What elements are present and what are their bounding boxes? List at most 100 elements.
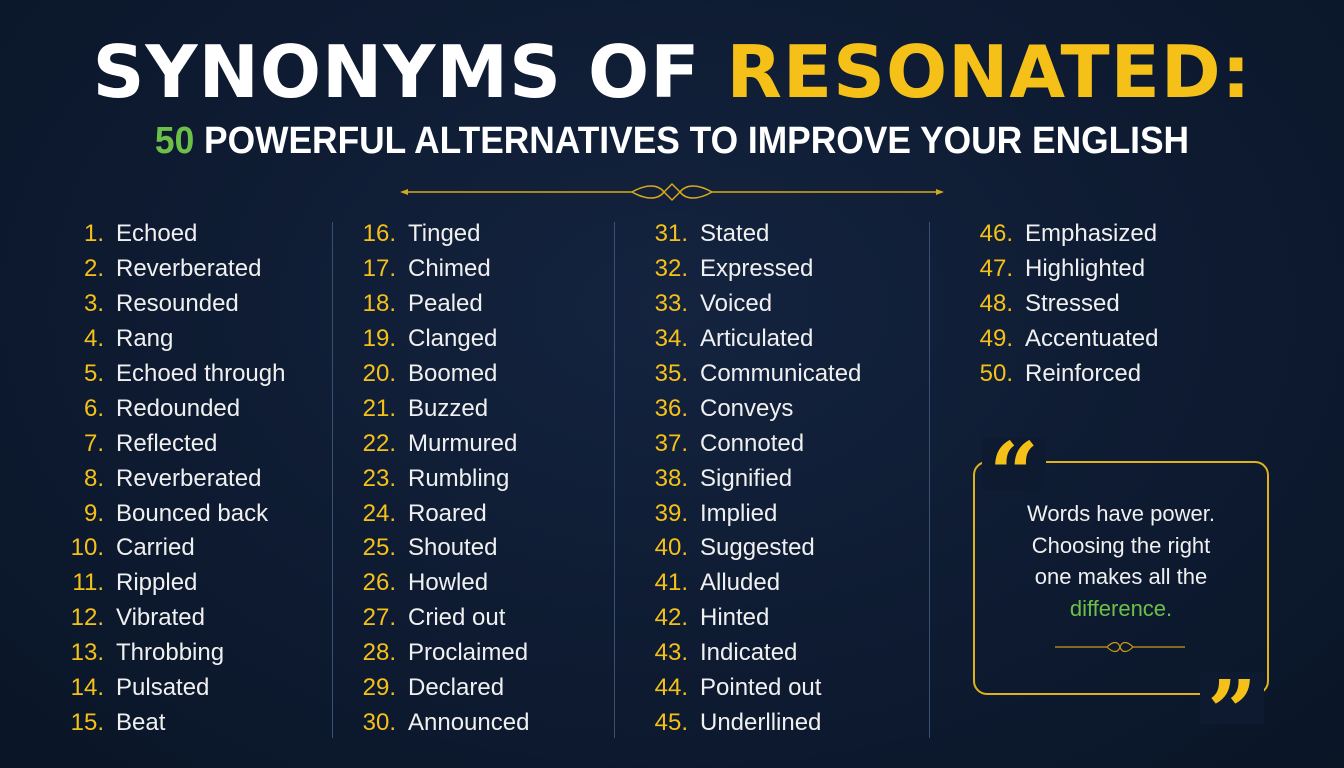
item-word: Roared	[408, 499, 487, 527]
list-item: 27. Cried out	[348, 601, 529, 636]
page-title: SYNONYMS OF RESONATED:	[0, 30, 1344, 114]
list-item: 22. Murmured	[348, 426, 529, 461]
item-word: Bounced back	[116, 499, 269, 527]
item-word: Cried out	[408, 604, 506, 632]
item-word: Accentuated	[1025, 325, 1159, 353]
list-item: 2. Reverberated	[56, 252, 285, 287]
item-number: 26.	[362, 569, 396, 597]
item-number: 28.	[362, 639, 396, 667]
close-quote-icon: ”	[1200, 670, 1264, 756]
item-number: 43.	[654, 639, 688, 667]
item-word: Connoted	[700, 429, 805, 457]
synonym-column-4: 46. Emphasized 47. Highlighted 48. Stressed 49…	[965, 217, 1159, 392]
list-item: 28. Proclaimed	[348, 636, 529, 671]
item-number: 16.	[362, 220, 396, 248]
quote-box	[973, 461, 1269, 695]
item-number: 6.	[83, 394, 104, 422]
item-word: Buzzed	[408, 394, 489, 422]
item-number: 8.	[83, 464, 104, 492]
item-word: Rippled	[116, 569, 198, 597]
item-word: Echoed through	[116, 360, 286, 387]
list-item: 31. Stated	[640, 217, 861, 252]
list-item: 18. Pealed	[348, 287, 529, 322]
list-item: 6. Redounded	[56, 391, 285, 426]
list-item: 32. Expressed	[640, 252, 861, 287]
item-number: 37.	[654, 429, 688, 457]
list-item: 25. Shouted	[348, 531, 529, 566]
item-number: 25.	[362, 534, 396, 562]
item-number: 47.	[979, 255, 1013, 283]
list-item: 12. Vibrated	[56, 601, 285, 636]
list-item: 29. Declared	[348, 671, 529, 706]
item-number: 13.	[70, 639, 104, 667]
item-word: Beat	[116, 708, 166, 736]
list-item: 1. Echoed	[56, 217, 285, 252]
item-number: 18.	[362, 290, 396, 318]
quote-line: Choosing the right	[1031, 532, 1211, 558]
item-word: Echoed	[116, 220, 198, 248]
synonym-column-2: 16. Tinged 17. Chimed 18. Pealed 19. Clanged 20.…	[348, 217, 530, 740]
list-item: 9. Bounced back	[56, 496, 285, 531]
item-word: Resounded	[116, 290, 239, 318]
list-item: 48. Stressed	[965, 287, 1158, 322]
quote-line: one makes all the	[1034, 564, 1208, 589]
item-word: Clanged	[408, 325, 498, 353]
list-item: 33. Voiced	[640, 287, 861, 322]
item-number: 45.	[654, 708, 688, 736]
item-number: 15.	[70, 708, 104, 736]
item-number: 20.	[362, 360, 396, 387]
item-number: 44.	[654, 674, 688, 702]
column-separator	[614, 222, 615, 738]
item-word: Vibrated	[116, 604, 205, 632]
item-number: 12.	[70, 604, 104, 632]
item-number: 14.	[70, 674, 104, 702]
item-number: 29.	[362, 674, 396, 702]
list-item: 17. Chimed	[348, 252, 529, 287]
item-word: Hinted	[700, 604, 770, 632]
subtitle-text: POWERFUL ALTERNATIVES TO IMPROVE YOUR EN…	[194, 120, 1190, 162]
list-item: 11. Rippled	[56, 566, 285, 601]
list-item: 50. Reinforced	[965, 357, 1158, 392]
item-number: 24.	[362, 499, 396, 527]
item-word: Rang	[116, 325, 174, 353]
list-item: 24. Roared	[348, 496, 529, 531]
item-word: Reverberated	[116, 464, 262, 492]
item-number: 9.	[83, 499, 104, 527]
list-item: 5. Echoed through	[56, 357, 285, 392]
item-word: Announced	[408, 708, 530, 736]
item-number: 21.	[362, 394, 396, 422]
ornament-divider	[400, 182, 944, 202]
title-part-yellow: RESONATED:	[726, 30, 1252, 114]
item-number: 4.	[83, 325, 104, 353]
item-number: 40.	[654, 534, 688, 562]
item-word: Emphasized	[1025, 220, 1158, 248]
item-word: Proclaimed	[408, 639, 529, 667]
list-item: 44. Pointed out	[640, 671, 861, 706]
item-number: 48.	[979, 290, 1013, 318]
item-word: Reverberated	[116, 255, 262, 283]
list-item: 30. Announced	[348, 705, 530, 740]
item-number: 17.	[362, 255, 396, 283]
item-word: Declared	[408, 674, 505, 702]
item-word: Stated	[700, 220, 770, 248]
item-word: Boomed	[408, 360, 498, 387]
list-item: 35. Communicated	[640, 357, 862, 392]
quote-text: Words have power. Choosing the right one…	[990, 498, 1252, 624]
item-number: 35.	[654, 360, 688, 387]
list-item: 37. Connoted	[640, 426, 861, 461]
list-item: 38. Signified	[640, 461, 861, 496]
item-number: 41.	[654, 569, 688, 597]
list-item: 36. Conveys	[640, 391, 861, 426]
item-word: Throbbing	[116, 639, 225, 667]
item-number: 38.	[654, 464, 688, 492]
list-item: 13. Throbbing	[56, 636, 285, 671]
list-item: 4. Rang	[56, 322, 285, 357]
quote-ornament	[1055, 641, 1185, 653]
item-word: Murmured	[408, 429, 518, 457]
item-number: 7.	[83, 429, 104, 457]
item-number: 5.	[83, 360, 104, 387]
item-word: Conveys	[700, 394, 794, 422]
column-separator	[929, 222, 930, 738]
list-item: 14. Pulsated	[56, 671, 285, 706]
page-subtitle: 50 POWERFUL ALTERNATIVES TO IMPROVE YOUR…	[47, 118, 1297, 164]
